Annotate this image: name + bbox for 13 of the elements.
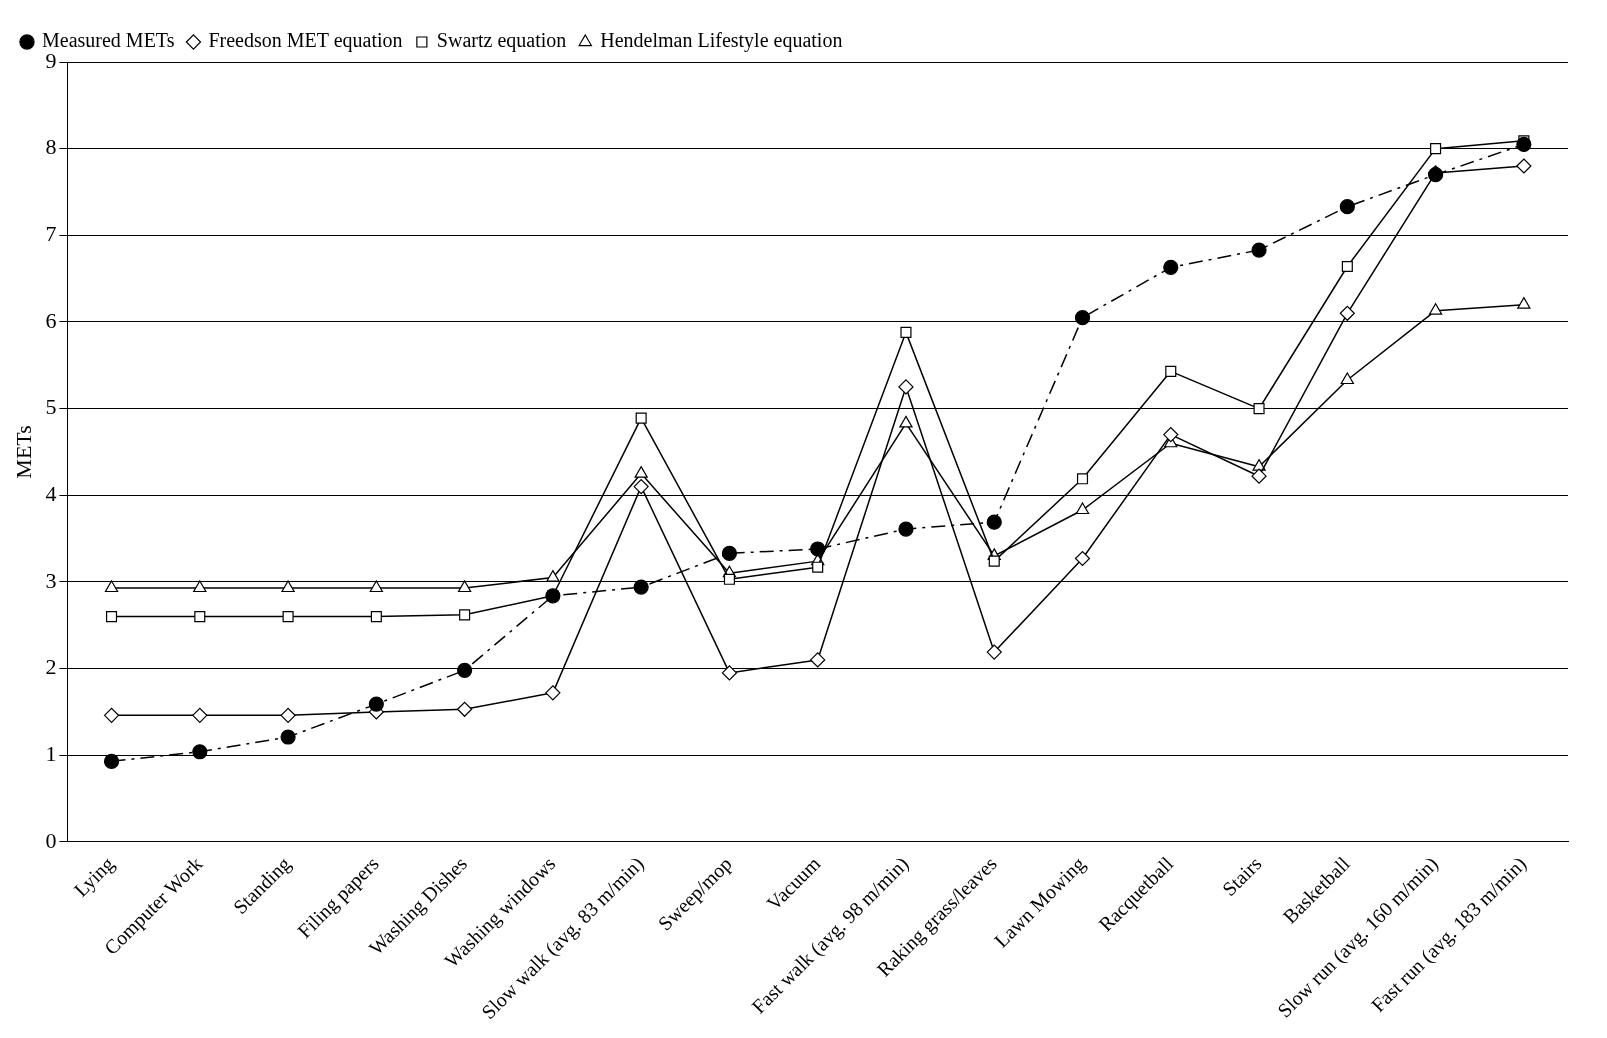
y-tick-label: 1 (45, 741, 57, 766)
y-tick-label: 2 (45, 654, 57, 680)
y-tick-label: 4 (45, 481, 57, 507)
y-axis-title: METs (10, 425, 36, 479)
legend-label: Swartz equation (436, 29, 567, 53)
y-tick-label: 0 (45, 827, 57, 853)
y-tick-label: 8 (45, 134, 57, 160)
legend-label: Hendelman Lifestyle equation (600, 29, 843, 53)
y-tick-label: 5 (45, 394, 57, 420)
y-tick-label: 6 (45, 307, 57, 333)
y-tick-label: 3 (45, 567, 57, 593)
legend-label: Freedson MET equation (208, 29, 403, 53)
y-tick-label: 7 (45, 221, 57, 247)
